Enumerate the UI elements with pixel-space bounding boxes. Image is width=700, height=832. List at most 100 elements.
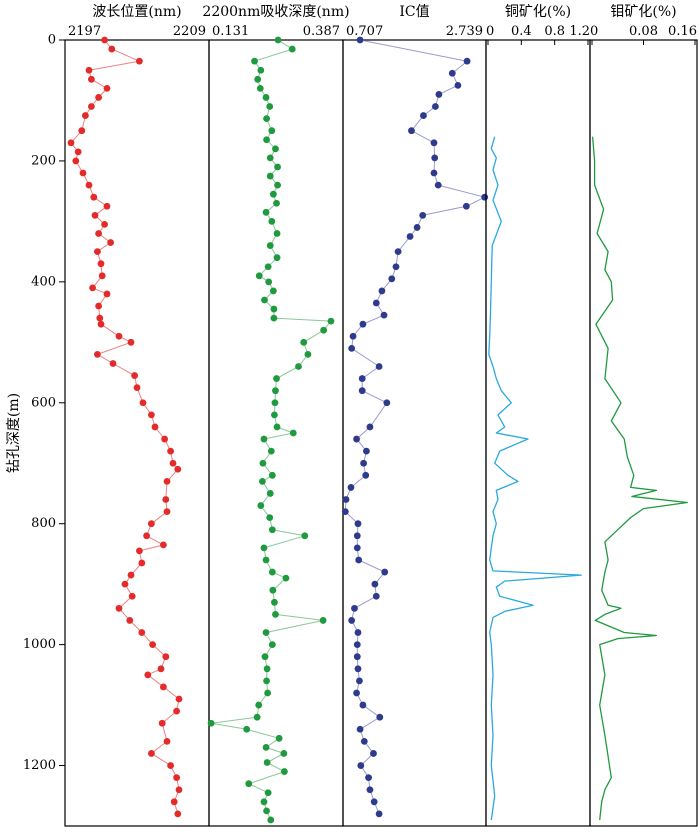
data-point xyxy=(107,239,114,246)
data-point xyxy=(320,326,328,334)
data-point xyxy=(151,423,159,431)
data-point xyxy=(85,66,93,74)
panel-title: 波长位置(nm) xyxy=(92,4,181,20)
data-point xyxy=(96,314,104,322)
data-point xyxy=(349,332,357,340)
data-point xyxy=(358,387,366,395)
data-point xyxy=(304,351,312,358)
data-point xyxy=(266,514,274,522)
data-point xyxy=(136,547,143,555)
data-point xyxy=(267,816,275,824)
data-point xyxy=(82,112,89,119)
data-point xyxy=(295,363,302,370)
data-point xyxy=(267,447,275,455)
data-point xyxy=(392,263,400,271)
x-tick-label: 0 xyxy=(590,24,598,39)
data-point xyxy=(268,471,276,479)
data-point xyxy=(72,157,80,165)
data-point xyxy=(262,208,270,216)
data-point xyxy=(148,750,155,757)
data-point xyxy=(435,91,443,98)
data-point xyxy=(282,574,290,582)
data-point xyxy=(94,248,101,256)
data-point xyxy=(273,375,280,382)
data-point xyxy=(271,399,279,407)
data-point xyxy=(91,211,99,219)
data-point xyxy=(262,94,270,101)
panel-title: 钼矿化(%) xyxy=(610,4,676,20)
data-point xyxy=(257,502,265,509)
data-point xyxy=(406,233,414,240)
data-point xyxy=(127,338,135,346)
data-point xyxy=(274,163,281,171)
data-point xyxy=(383,399,391,407)
data-point xyxy=(160,541,167,549)
data-point xyxy=(271,598,278,606)
panel-wavelength: 波长位置(nm) 2197 2209 xyxy=(64,4,210,827)
data-point xyxy=(170,798,178,806)
data-point xyxy=(126,617,134,624)
data-point xyxy=(101,36,108,44)
data-point xyxy=(288,45,296,53)
data-point xyxy=(127,571,135,579)
data-point xyxy=(160,683,167,691)
data-point xyxy=(266,103,274,110)
data-point xyxy=(273,423,281,431)
data-point xyxy=(265,278,273,286)
data-point xyxy=(157,665,165,673)
data-point xyxy=(263,665,271,673)
data-point xyxy=(359,701,367,709)
x-min-label: 2197 xyxy=(68,24,101,39)
panel-title: 2200nm吸收深度(nm) xyxy=(202,4,349,20)
y-tick-label: 400 xyxy=(31,274,56,289)
data-point xyxy=(131,372,139,379)
panel-frame xyxy=(589,39,698,827)
data-point xyxy=(275,734,283,742)
panel-title: IC值 xyxy=(399,4,429,20)
y-tick-label: 200 xyxy=(31,153,56,168)
data-point xyxy=(269,586,277,594)
data-point xyxy=(255,701,263,709)
data-point xyxy=(262,556,270,564)
data-point xyxy=(139,399,147,407)
data-point xyxy=(98,272,106,280)
data-point xyxy=(353,532,361,540)
series-line-molybdenum xyxy=(591,136,688,821)
data-point xyxy=(420,112,427,119)
data-point xyxy=(264,789,272,797)
data-point xyxy=(269,190,277,198)
data-point xyxy=(90,193,98,201)
data-point xyxy=(300,338,308,346)
data-point xyxy=(342,496,350,503)
data-point xyxy=(366,786,374,794)
series-line-ic xyxy=(344,39,486,815)
data-point xyxy=(101,221,108,228)
data-point xyxy=(353,689,360,697)
data-point xyxy=(78,127,86,135)
data-point xyxy=(448,69,456,77)
data-point xyxy=(408,127,415,135)
data-point xyxy=(259,459,267,467)
data-point xyxy=(366,423,374,431)
data-point xyxy=(257,66,265,74)
data-point xyxy=(254,75,262,83)
panel-ic: IC值 0.707 2.739 xyxy=(341,4,489,827)
data-point xyxy=(355,556,363,564)
y-axis: 0 200 400 600 800 1000 1200 xyxy=(23,33,65,773)
data-point xyxy=(380,311,388,319)
data-point xyxy=(263,115,270,122)
y-tick-label: 1000 xyxy=(23,637,56,652)
data-point xyxy=(138,629,146,636)
data-point xyxy=(167,447,175,455)
data-point xyxy=(260,435,268,443)
data-point xyxy=(268,217,276,225)
data-point xyxy=(370,798,378,806)
y-tick-label: 600 xyxy=(31,395,56,410)
data-point xyxy=(103,202,111,210)
data-point xyxy=(341,508,349,515)
data-point xyxy=(270,314,278,322)
data-point xyxy=(261,296,268,304)
data-point xyxy=(95,302,102,310)
data-point xyxy=(121,580,129,588)
data-point xyxy=(79,169,87,177)
